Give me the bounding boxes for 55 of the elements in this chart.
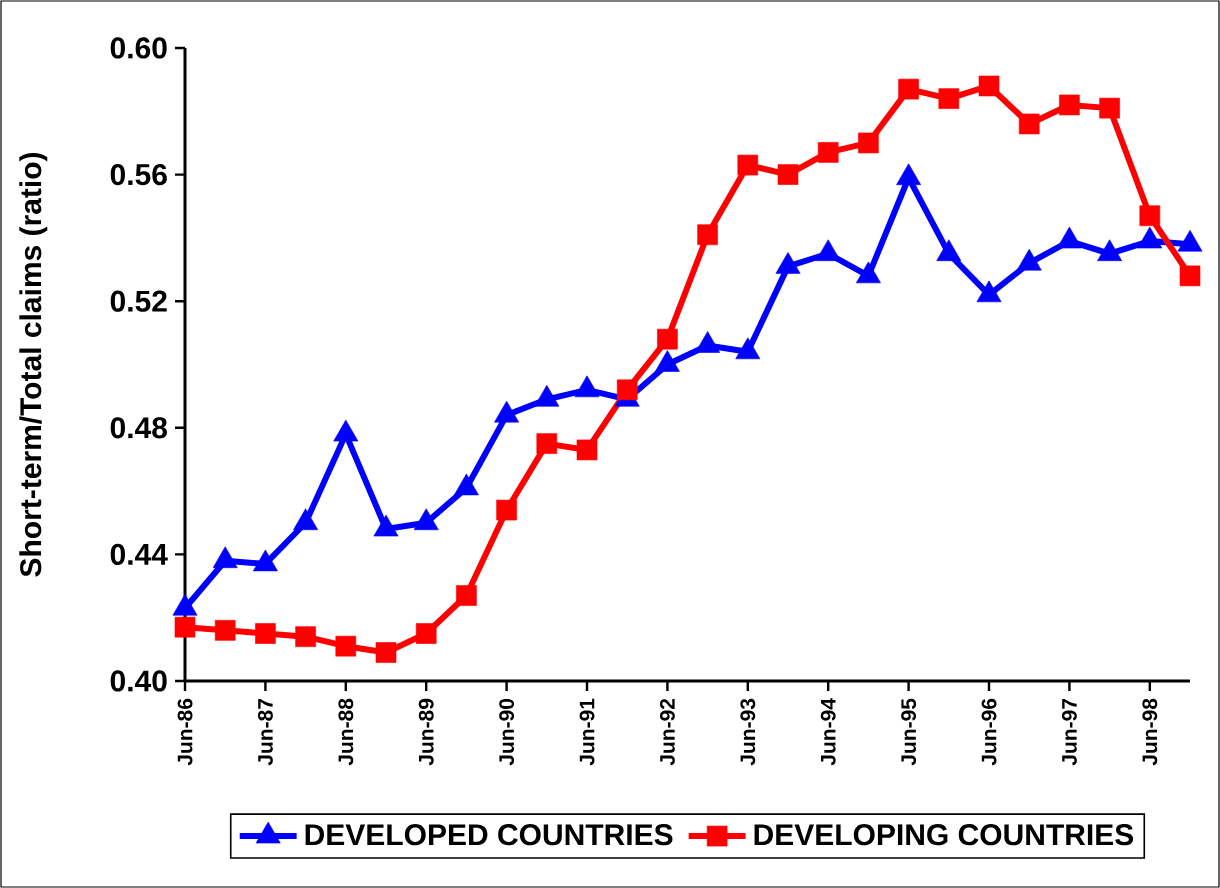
x-tick-label: Jun-86: [177, 698, 193, 766]
point: [333, 419, 359, 442]
point: [737, 154, 759, 176]
point: [534, 385, 560, 407]
point: [574, 375, 600, 398]
point: [976, 280, 1002, 303]
y-tick-label: 0.60: [110, 37, 167, 59]
point: [858, 132, 879, 154]
point: [252, 549, 278, 572]
point: [1099, 97, 1120, 119]
x-tick-label: Jun-97: [1061, 698, 1077, 766]
x-tick-label: Jun-91: [579, 698, 595, 766]
point: [654, 350, 680, 372]
x-tick-label: Jun-96: [981, 698, 997, 766]
point: [212, 546, 238, 569]
x-tick-label: Jun-93: [740, 698, 756, 766]
point: [777, 164, 799, 185]
y-tick-label: 0.56: [110, 163, 167, 186]
point: [898, 78, 919, 100]
x-tick-label: Jun-92: [659, 698, 675, 766]
point: [1018, 113, 1040, 135]
y-tick-label: 0.44: [110, 543, 168, 565]
point: [775, 252, 801, 274]
y-tick-label: 0.52: [110, 290, 167, 312]
point: [978, 75, 1000, 97]
point: [817, 142, 839, 163]
x-tick-label: Jun-98: [1142, 698, 1158, 766]
point: [855, 261, 881, 284]
y-tick-label: 0.40: [110, 670, 167, 692]
point: [1179, 265, 1201, 287]
point: [938, 88, 960, 109]
legend-label: DEVELOPING COUNTRIES: [754, 824, 1134, 846]
x-tick-label: Jun-88: [338, 698, 354, 766]
point: [1097, 239, 1123, 262]
point: [1059, 94, 1080, 116]
x-tick-label: Jun-95: [901, 698, 917, 766]
point: [413, 508, 439, 531]
point: [697, 224, 718, 246]
point: [815, 239, 841, 262]
point: [695, 331, 721, 353]
point: [373, 514, 399, 537]
point: [494, 400, 520, 423]
y-tick-label: 0.48: [110, 417, 167, 439]
point: [936, 239, 962, 262]
x-tick-label: Jun-90: [499, 698, 515, 766]
point: [293, 508, 319, 531]
point: [453, 473, 479, 496]
x-tick-label: Jun-94: [820, 698, 836, 766]
point: [735, 337, 761, 360]
y-axis-title: Short-term/Total claims (ratio): [19, 152, 48, 577]
point: [172, 593, 198, 616]
point: [1139, 205, 1161, 227]
legend-label: DEVELOPED COUNTRIES: [305, 824, 673, 846]
x-tick-label: Jun-89: [418, 698, 434, 766]
x-tick-label: Jun-87: [257, 698, 273, 766]
